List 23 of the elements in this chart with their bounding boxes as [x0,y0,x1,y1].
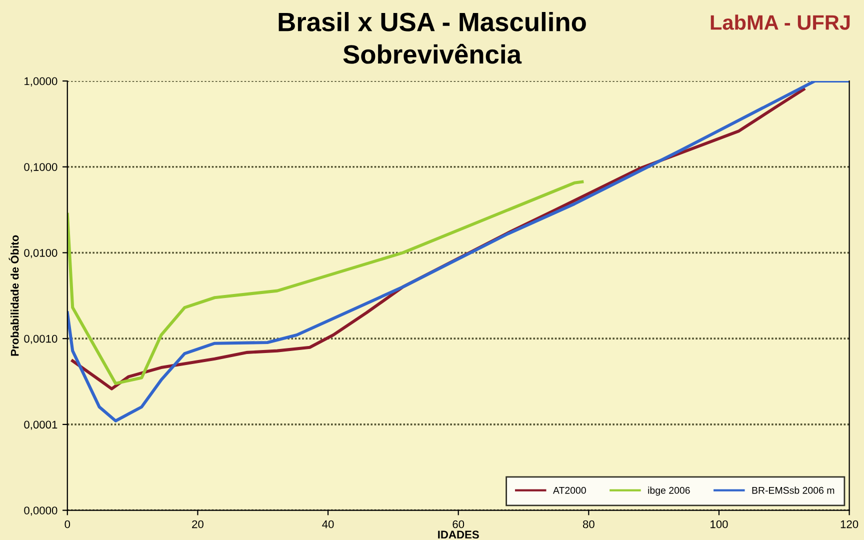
y-tick-label: 0,1000 [24,163,58,172]
line-series [67,81,850,422]
y-tick-label: 1,0000 [24,77,58,86]
x-tick-label: 60 [452,520,464,528]
y-tick-label: 0,0010 [24,334,58,344]
y-tick-label: 0,0001 [24,420,58,430]
y-axis-title: Probabilidade de Óbito [8,235,19,356]
y-tick-label: 0,0100 [24,248,58,258]
x-tick-label: 100 [710,520,728,528]
x-tick-label: 20 [192,520,204,528]
line-series [67,180,584,386]
x-axis-title: IDADES [438,530,479,539]
legend-label: ibge 2006 [648,486,690,496]
chart-title: Brasil x USA - Masculino [278,12,586,32]
text: LabMA - UFRJ [710,14,850,30]
x-tick-label: 80 [582,520,594,528]
y-tick-label: 0,0000 [24,506,58,516]
legend-label: BR-EMSsb 2006 m [752,486,834,494]
x-tick-label: 40 [322,520,334,528]
chart-subtitle: Sobrevivência [343,44,522,64]
x-tick-label: 120 [840,520,858,528]
x-tick-label: 0 [64,520,70,528]
legend-label: AT2000 [553,486,586,494]
